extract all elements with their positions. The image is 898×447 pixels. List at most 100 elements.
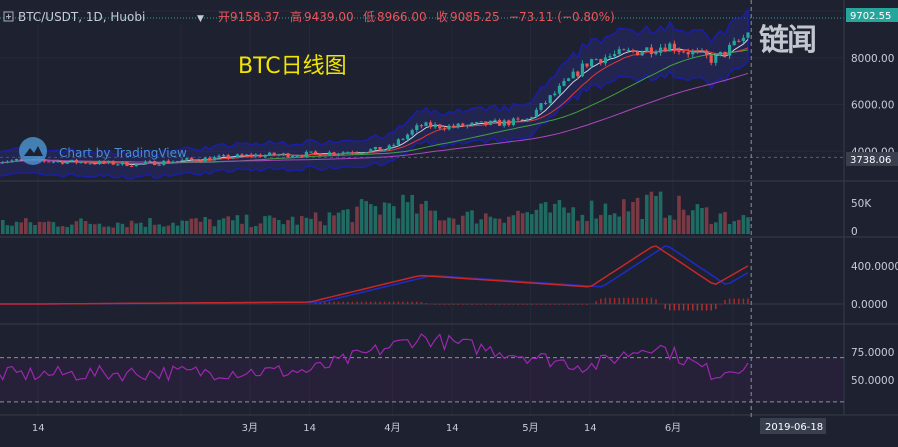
candle-body [525,118,529,121]
volume-bar [277,220,281,234]
candle-body [323,155,327,157]
volume-bar [244,214,249,234]
volume-bar [548,212,552,234]
volume-bar [396,218,401,234]
volume-bar [737,219,741,234]
volume-bar [33,225,37,234]
volume-bar [410,194,414,234]
volume-bar [479,219,483,234]
candle-body [134,163,138,167]
open-label: 开 [218,10,230,24]
candle-body [511,118,515,125]
volume-bar [672,219,677,234]
candle-body [291,156,295,158]
volume-bar [189,218,194,234]
candle-body [401,138,405,140]
candle-body [461,123,465,127]
candle-body [47,161,51,163]
candle-body [148,160,152,162]
volume-bar [272,217,276,234]
volume-bar [415,213,419,234]
candle-body [534,109,538,118]
candle-body [208,157,212,161]
candle-body [599,59,603,64]
volume-bar [566,212,571,234]
candle-body [180,159,184,161]
volume-bar [732,221,736,234]
volume-bar [622,199,626,234]
volume-bar [704,207,709,234]
volume-bar [451,218,456,234]
volume-bar [654,195,658,234]
volume-bar [263,216,267,234]
volume-bar [456,224,460,234]
volume-bar [221,218,226,234]
candle-body [452,125,456,128]
volume-bar [5,225,10,234]
volume-bar [714,222,718,234]
volume-bar [392,206,396,234]
volume-bar [254,226,258,234]
volume-bar [516,210,520,234]
volume-bar [382,202,387,234]
chevron-down-icon[interactable]: ▼ [197,14,204,24]
time-tick-label: 14 [32,423,45,434]
candle-body [350,152,354,154]
volume-bar [562,207,566,234]
candle-body [419,125,423,127]
candle-body [249,154,253,157]
volume-bar [378,214,382,234]
volume-bar [387,203,391,234]
candle-body [107,161,111,163]
volume-bar [208,219,212,234]
candle-body [51,161,55,163]
volume-bar [10,225,14,234]
volume-bar [42,222,46,234]
volume-bar [194,218,198,234]
time-axis[interactable]: 14 3月 14 4月 14 5月 14 6月 [32,422,681,434]
candle-body [626,50,630,52]
candle-body [649,47,653,55]
candle-body [295,155,299,157]
macd-tick-label: 400.0000 [851,261,898,273]
candle-body [709,55,713,63]
candle-body [84,162,88,164]
volume-bar [24,218,28,234]
volume-bar [608,214,612,234]
volume-bar [428,210,433,234]
candle-body [194,159,198,161]
volume-bar [157,224,161,234]
candle-body [277,154,281,156]
volume-bar [240,223,244,234]
candle-body [387,145,391,150]
tradingview-logo-icon [19,137,47,165]
volume-bar [571,207,575,234]
symbol-label[interactable]: BTC/USDT, 1D, Huobi [18,10,145,24]
volume-bar [617,216,621,234]
candle-body [502,120,506,126]
volume-bar [589,200,594,234]
candle-body [373,146,377,150]
candle-body [737,40,741,42]
volume-bar [543,202,548,234]
volume-bar [369,204,373,234]
candle-body [686,52,690,55]
candle-body [659,47,663,53]
volume-bar [175,225,180,234]
last-price-text: 9702.55 [850,11,891,22]
volume-bar [185,220,189,234]
candle-body [70,159,74,162]
volume-bar [649,191,654,234]
volume-bar [373,206,378,234]
volume-bar [231,220,235,234]
rsi-line [0,333,749,382]
time-tick-label: 6月 [665,422,681,434]
candle-body [465,124,469,127]
candle-body [162,160,166,165]
expand-icon[interactable] [3,11,14,22]
time-tick-label: 14 [446,423,459,434]
volume-bar [198,221,203,234]
volume-bar [313,212,318,234]
volume-bar [359,199,364,234]
